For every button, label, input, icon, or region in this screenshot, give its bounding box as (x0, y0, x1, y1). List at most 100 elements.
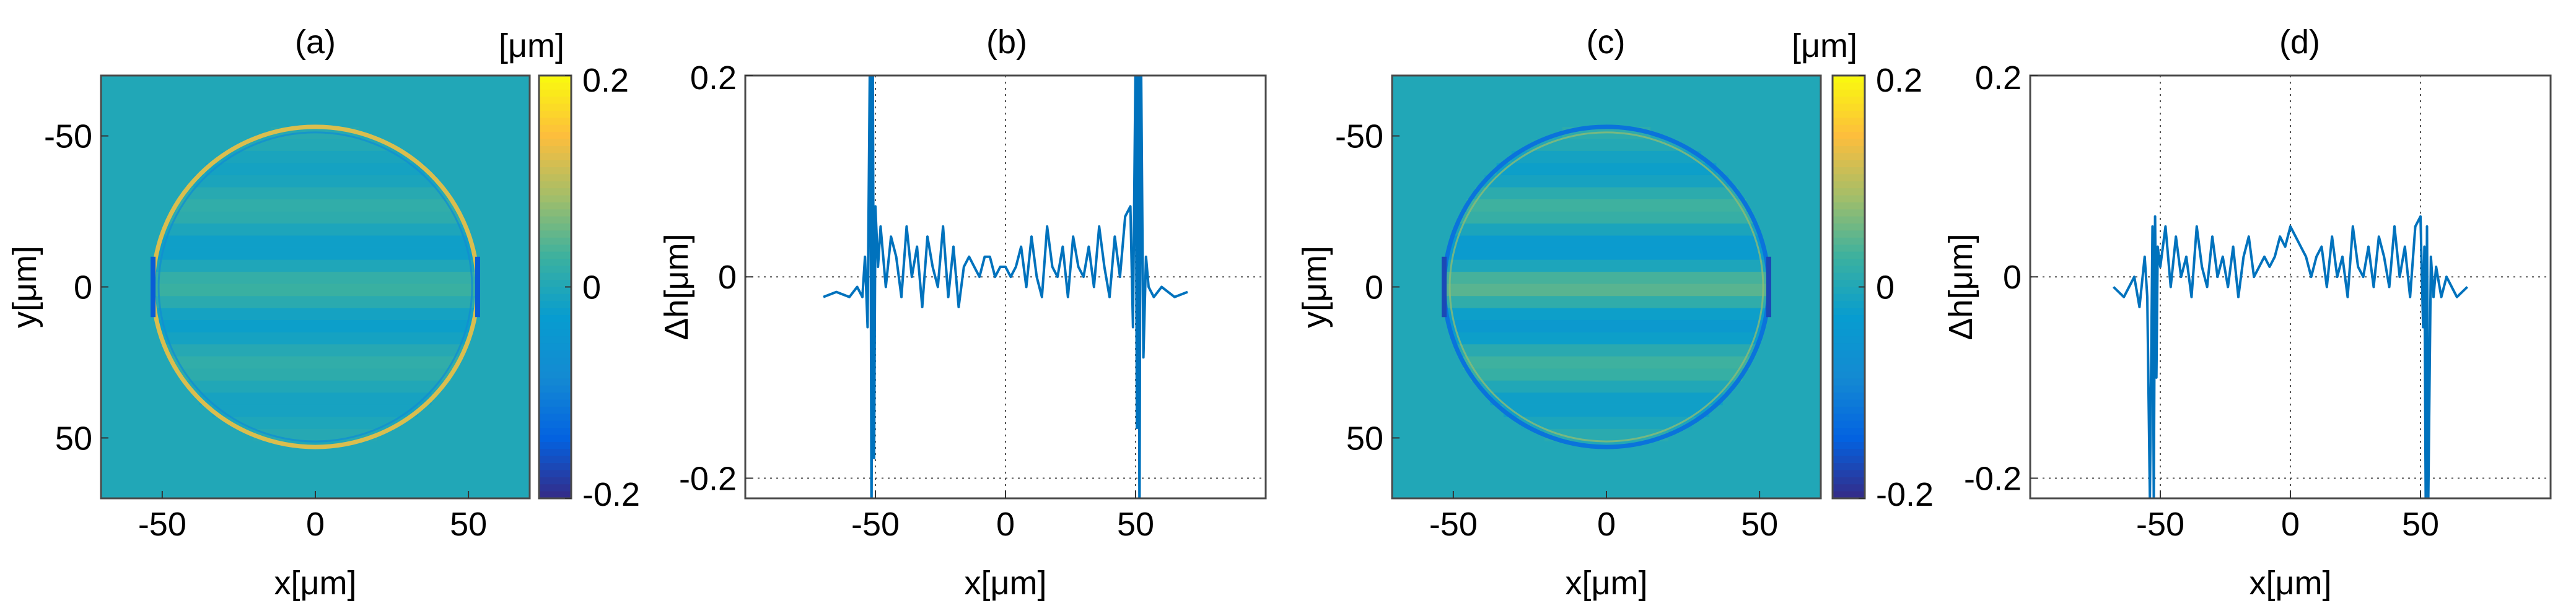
colorbar-segment (1833, 223, 1865, 232)
x-axis-label: x[μm] (2249, 565, 2331, 602)
colorbar-segment (539, 145, 571, 154)
colorbar-segment (539, 82, 571, 90)
colorbar-tick-label: 0.2 (582, 62, 629, 99)
heatmap-fringe-band (183, 187, 447, 200)
aperture-inner-ring (1448, 131, 1764, 443)
colorbar-segment (1833, 251, 1865, 259)
colorbar-segment (539, 420, 571, 428)
colorbar-segment (539, 364, 571, 372)
heatmap-fringe-band (1490, 392, 1723, 405)
y-axis-label: y[μm] (6, 246, 43, 328)
y-tick-label: 0.2 (690, 59, 737, 97)
colorbar-segment (1833, 378, 1865, 386)
x-tick-label: -50 (138, 506, 186, 543)
colorbar-segment (1833, 315, 1865, 323)
colorbar-segment (1833, 272, 1865, 280)
heatmap-fringe-band (220, 150, 411, 164)
colorbar-segment (1833, 258, 1865, 267)
colorbar-segment (539, 132, 571, 140)
colorbar-segment (539, 245, 571, 253)
heatmap-fringe-band (1460, 211, 1753, 224)
colorbar-segment (539, 160, 571, 168)
heatmap-fringe-band (1520, 417, 1693, 430)
colorbar-tick-label: 0 (582, 269, 601, 306)
heatmap-fringe-band (193, 175, 437, 188)
colorbar-segment (1833, 188, 1865, 196)
colorbar-segment (539, 195, 571, 203)
y-tick-label: -50 (44, 118, 92, 155)
heatmap-fringe-band (1484, 175, 1728, 188)
y-tick-label: 0 (1365, 269, 1383, 306)
colorbar-segment (539, 118, 571, 126)
series-line (823, 76, 1188, 498)
colorbar-label: [μm] (499, 27, 564, 64)
colorbar-tick-label: -0.2 (1876, 476, 1934, 513)
y-tick-label: 0 (2003, 259, 2022, 296)
heatmap-fringe-band (156, 248, 475, 261)
colorbar-segment (1833, 343, 1865, 351)
heatmap-fringe-band (179, 368, 452, 381)
colorbar-segment (1833, 237, 1865, 245)
colorbar-segment (1833, 350, 1865, 358)
colorbar-segment (539, 414, 571, 422)
heatmap-fringe-band (1450, 235, 1763, 248)
colorbar-segment (539, 428, 571, 436)
x-tick-label: 50 (450, 506, 487, 543)
colorbar-segment (539, 407, 571, 415)
x-tick-label: 0 (1597, 506, 1616, 543)
colorbar-segment (1833, 202, 1865, 210)
colorbar-segment (1833, 160, 1865, 168)
colorbar-segment (539, 89, 571, 97)
colorbar-segment (1833, 118, 1865, 126)
colorbar-segment (539, 378, 571, 386)
colorbar-segment (539, 301, 571, 309)
colorbar-segment (539, 188, 571, 196)
colorbar-segment (1833, 364, 1865, 372)
heatmap-fringe-band (1503, 404, 1710, 417)
colorbar-segment (1833, 399, 1865, 407)
colorbar-segment (1833, 435, 1865, 443)
heatmap-fringe-band (153, 284, 478, 297)
panel-title: (b) (986, 24, 1027, 61)
colorbar-segment (1833, 132, 1865, 140)
colorbar-segment (539, 181, 571, 189)
colorbar-tick-label: 0 (1876, 269, 1895, 306)
heatmap-fringe-band (1466, 199, 1746, 212)
heatmap-fringe-band (229, 417, 401, 430)
x-axis-label: x[μm] (964, 565, 1046, 602)
colorbar-segment (539, 237, 571, 245)
heatmap-fringe-band (205, 163, 426, 176)
y-tick-label: -0.2 (679, 460, 737, 497)
heatmap-fringe-band (175, 199, 455, 212)
colorbar-segment (1833, 336, 1865, 344)
colorbar-segment (1833, 308, 1865, 316)
colorbar-segment (539, 308, 571, 316)
y-tick-label: 0 (718, 259, 737, 296)
colorbar-segment (1833, 181, 1865, 189)
x-tick-label: 0 (306, 506, 325, 543)
colorbar-segment (539, 287, 571, 295)
colorbar-segment (539, 385, 571, 394)
heatmap-fringe-band (240, 139, 391, 152)
colorbar-segment (1833, 420, 1865, 428)
colorbar-segment (1833, 287, 1865, 295)
colorbar-segment (1833, 322, 1865, 330)
colorbar-segment (1833, 414, 1865, 422)
colorbar-segment (1833, 441, 1865, 450)
colorbar-segment (539, 350, 571, 358)
x-tick-label: -50 (2136, 506, 2184, 543)
colorbar-segment (539, 484, 571, 492)
heatmap-fringe-band (199, 392, 432, 405)
x-tick-label: -50 (1429, 506, 1478, 543)
heatmap-fringe-band (1463, 356, 1750, 369)
colorbar-segment (539, 223, 571, 232)
colorbar-segment (539, 167, 571, 175)
colorbar-segment (539, 456, 571, 464)
x-tick-label: -50 (851, 506, 900, 543)
colorbar-segment (1833, 463, 1865, 471)
colorbar-segment (539, 280, 571, 288)
colorbar-segment (1833, 97, 1865, 105)
heatmap-fringe-band (161, 332, 470, 345)
colorbar-segment (539, 371, 571, 379)
